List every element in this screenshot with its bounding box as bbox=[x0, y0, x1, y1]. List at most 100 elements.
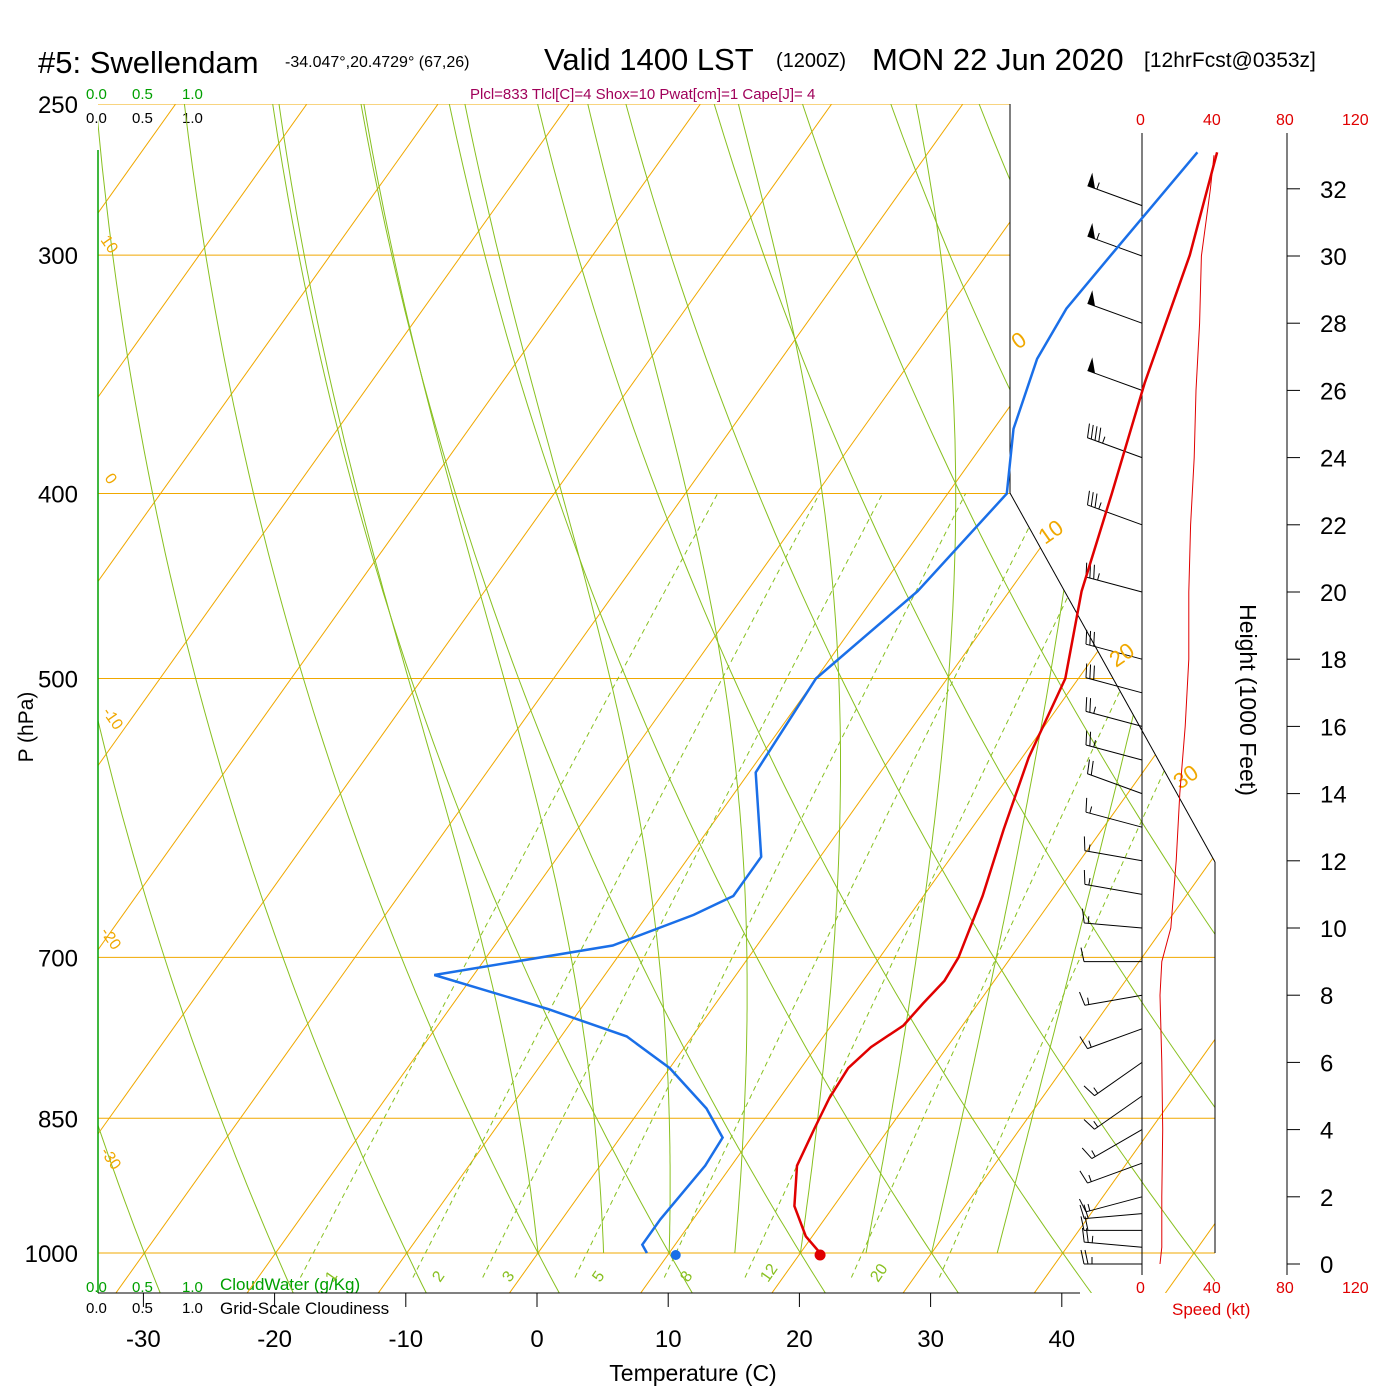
moist-adiabat bbox=[865, 104, 957, 1254]
barb-flag bbox=[1083, 870, 1086, 885]
mixing-ratio-label: 12 bbox=[757, 1261, 781, 1285]
height-tick-label: 4 bbox=[1320, 1118, 1333, 1145]
barb-pennant bbox=[1087, 357, 1096, 374]
barb-flag bbox=[1094, 493, 1098, 508]
dry-adiabat bbox=[267, 104, 693, 1293]
forecast-label: [12hrFcst@0353z] bbox=[1144, 49, 1316, 72]
frame-slant bbox=[1009, 492, 1216, 863]
height-axis-label: Height (1000 Feet) bbox=[1235, 604, 1261, 796]
height-tick-label: 14 bbox=[1320, 782, 1347, 809]
height-tick-label: 28 bbox=[1320, 311, 1347, 338]
isotherm-label: -10 bbox=[99, 705, 126, 734]
isotherm-line bbox=[639, 104, 1215, 1293]
cloudwater-bottom-ticks: 0.0 0.5 1.0 CloudWater (g/Kg) bbox=[86, 1275, 360, 1296]
isotherm-line bbox=[246, 104, 1119, 1293]
wind-barb bbox=[1085, 797, 1143, 828]
wind-barb bbox=[1087, 490, 1143, 526]
mixing-ratio-line bbox=[412, 493, 820, 1278]
pressure-tick-label: 700 bbox=[38, 945, 78, 972]
height-tick-label: 0 bbox=[1320, 1252, 1333, 1279]
surface-temperature-marker bbox=[814, 1249, 826, 1261]
barb-staff bbox=[1085, 744, 1143, 761]
cloudwater-label: CloudWater (g/Kg) bbox=[220, 1275, 360, 1294]
barb-half-flag bbox=[1098, 502, 1102, 510]
cloudiness-top-ticks: 0.0 0.5 1.0 bbox=[86, 110, 203, 127]
height-tick-label: 8 bbox=[1320, 983, 1333, 1010]
mixing-ratio-label: 8 bbox=[677, 1268, 696, 1285]
height-tick-label: 30 bbox=[1320, 244, 1347, 271]
barb-half-flag bbox=[1089, 806, 1093, 814]
dry-adiabat bbox=[98, 104, 161, 1293]
isotherm-label: -30 bbox=[97, 1145, 124, 1174]
barb-flag bbox=[1093, 665, 1095, 680]
mixing-ratio-label: 5 bbox=[589, 1268, 608, 1285]
speed-top-0: 0 bbox=[1136, 112, 1145, 129]
barb-staff bbox=[1087, 1162, 1143, 1184]
mixing-ratio-line bbox=[850, 493, 1214, 1278]
barb-staff bbox=[1087, 185, 1143, 207]
valid-date: MON 22 Jun 2020 bbox=[872, 42, 1124, 77]
barb-half-flag bbox=[1088, 844, 1091, 852]
barb-flag bbox=[1079, 991, 1086, 1006]
barb-flag bbox=[1081, 908, 1085, 924]
barb-staff bbox=[1084, 883, 1143, 895]
barb-flag bbox=[1093, 564, 1095, 580]
temperature-tick-label: 0 bbox=[530, 1326, 543, 1353]
wind-barb bbox=[1083, 1061, 1143, 1097]
barb-half-flag bbox=[1093, 706, 1096, 714]
barb-staff bbox=[1094, 1095, 1143, 1130]
barb-half-flag bbox=[1091, 1150, 1096, 1157]
barb-flag bbox=[1089, 630, 1092, 646]
barb-flag bbox=[1085, 663, 1088, 678]
barb-staff bbox=[1087, 235, 1143, 257]
isotherm-label: 30 bbox=[1169, 760, 1203, 795]
wind-barb bbox=[1079, 1196, 1143, 1213]
dry-adiabat bbox=[1140, 104, 1215, 1293]
barb-flag bbox=[1093, 631, 1095, 647]
station-title: #5: Swellendam bbox=[38, 45, 259, 80]
barb-flag bbox=[1094, 426, 1098, 441]
barb-half-flag bbox=[1093, 740, 1096, 748]
barb-flag bbox=[1087, 423, 1090, 438]
cloudiness-top-0: 0.0 bbox=[86, 110, 107, 127]
height-tick-label: 10 bbox=[1320, 916, 1347, 943]
wind-barb bbox=[1087, 172, 1143, 207]
mixing-ratio-line bbox=[482, 493, 883, 1278]
mixing-ratio-label: 2 bbox=[429, 1268, 448, 1285]
cloudiness-bottom-2: 1.0 bbox=[182, 1300, 203, 1317]
barb-staff bbox=[1087, 773, 1143, 795]
dry-adiabat bbox=[180, 104, 560, 1293]
barb-pennant bbox=[1087, 290, 1096, 307]
barb-flag bbox=[1085, 730, 1088, 746]
surface-dewpoint-marker bbox=[670, 1250, 681, 1260]
speed-top-1: 40 bbox=[1203, 112, 1221, 129]
barb-flag bbox=[1089, 731, 1092, 747]
cloudiness-label: Grid-Scale Cloudiness bbox=[220, 1299, 389, 1318]
wind-barb bbox=[1083, 836, 1143, 862]
wind-barb bbox=[1087, 759, 1143, 795]
isotherm-line bbox=[902, 104, 1215, 1293]
moist-adiabat bbox=[737, 104, 841, 1254]
height-tick-label: 18 bbox=[1320, 647, 1347, 674]
barb-flag bbox=[1081, 1147, 1093, 1159]
isotherm-label: 20 bbox=[1105, 638, 1139, 673]
dry-adiabat bbox=[703, 104, 1215, 1293]
barb-staff bbox=[1084, 994, 1143, 1006]
barb-flag bbox=[1085, 797, 1088, 813]
isotherm-line bbox=[98, 104, 857, 1293]
temperature-tick-label: -30 bbox=[126, 1326, 161, 1353]
wind-barb bbox=[1087, 290, 1143, 324]
wind-barb bbox=[1080, 1249, 1142, 1265]
pressure-tick-label: 250 bbox=[38, 92, 78, 119]
valid-time: Valid 1400 LST bbox=[544, 42, 754, 77]
barb-flag bbox=[1081, 1227, 1085, 1243]
barb-half-flag bbox=[1093, 1087, 1099, 1094]
height-tick-label: 24 bbox=[1320, 446, 1347, 473]
wind-barb bbox=[1080, 947, 1142, 963]
cloudwater-top-2: 1.0 bbox=[182, 86, 203, 103]
wind-barb bbox=[1083, 870, 1143, 895]
wind-barb bbox=[1079, 1162, 1143, 1184]
barb-staff bbox=[1094, 1061, 1143, 1097]
wind-barb bbox=[1081, 908, 1143, 929]
